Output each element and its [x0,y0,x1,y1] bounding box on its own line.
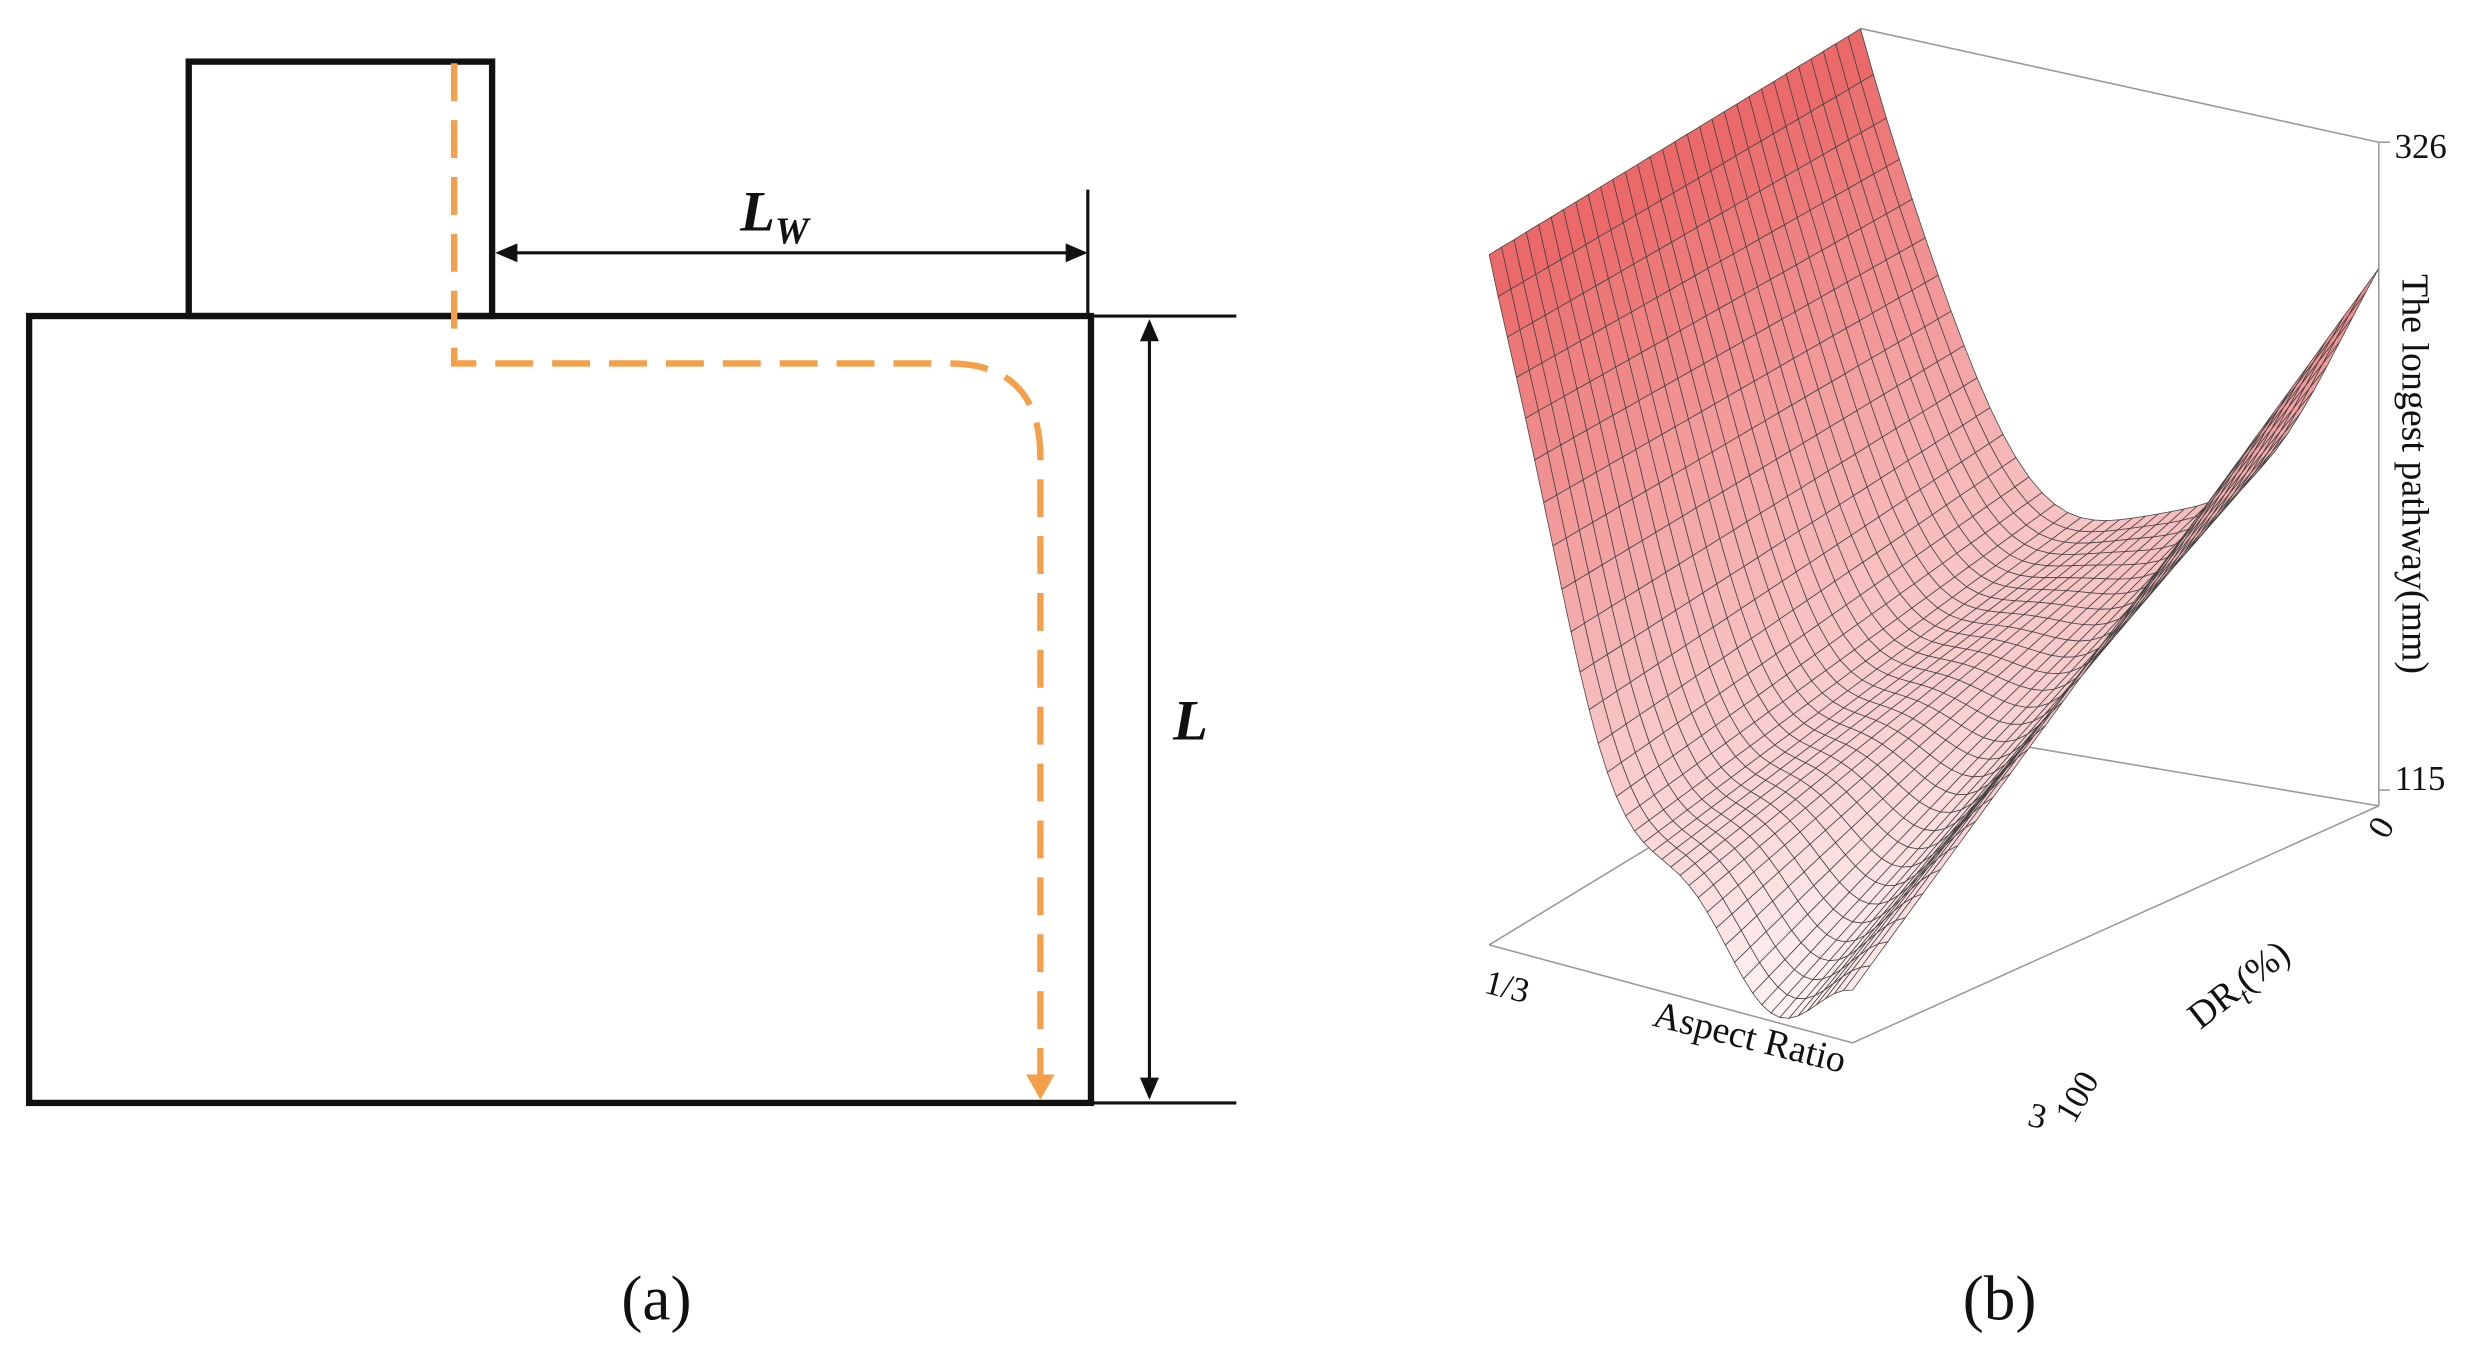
flow-arrowhead [1026,1074,1055,1100]
box-edge [1852,805,2380,1044]
box-edge [1860,27,2379,143]
x-end-label: 3 [2024,1095,2050,1137]
width-label-main: L [739,181,775,244]
z-max-label: 326 [2395,127,2447,166]
width-label: LW [739,181,811,253]
box-edge [1488,944,1853,1044]
z-axis-title: The longest pathway(mm) [2393,274,2435,674]
width-label-sub: W [775,210,811,252]
caption-a: (a) [621,1263,691,1333]
panel-a [25,58,1237,1107]
z-min-label: 115 [2395,759,2446,798]
surface-patch [1842,965,1871,991]
main-box [25,312,1095,1107]
surface-patch [2348,268,2380,316]
x-axis-title: Aspect Ratio [1649,993,1850,1081]
surface-patch [2335,291,2367,340]
y-end-label: 100 [2047,1064,2107,1129]
surface [1488,28,2380,1019]
y-axis-title: DRt(%) [2180,932,2302,1042]
caption-b: (b) [1963,1263,2037,1333]
x-start-label: 1/3 [1481,962,1534,1011]
length-label: L [1172,689,1208,752]
y-start-label: 0 [2360,810,2402,845]
flow-path [451,63,1044,1075]
surface-patch [2330,292,2362,340]
inlet-box [185,58,496,320]
